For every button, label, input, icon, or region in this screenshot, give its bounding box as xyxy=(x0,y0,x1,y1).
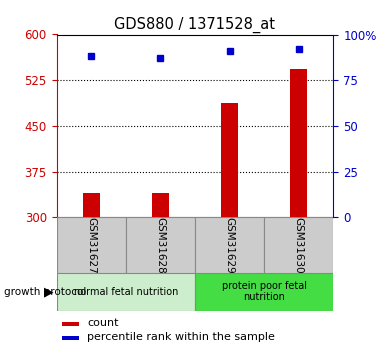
Bar xyxy=(83,193,100,217)
Bar xyxy=(264,217,333,273)
Text: GSM31630: GSM31630 xyxy=(294,217,304,273)
Bar xyxy=(57,273,195,310)
Text: GSM31629: GSM31629 xyxy=(225,217,235,273)
Title: GDS880 / 1371528_at: GDS880 / 1371528_at xyxy=(115,17,275,33)
Bar xyxy=(221,104,238,217)
Text: protein poor fetal
nutrition: protein poor fetal nutrition xyxy=(222,281,307,302)
Text: ▶: ▶ xyxy=(44,285,53,298)
Text: GSM31628: GSM31628 xyxy=(155,217,165,273)
Bar xyxy=(62,322,79,326)
Text: percentile rank within the sample: percentile rank within the sample xyxy=(87,332,275,342)
Text: count: count xyxy=(87,318,119,328)
Bar xyxy=(152,193,169,217)
Bar xyxy=(57,217,126,273)
Bar xyxy=(195,217,264,273)
Bar xyxy=(195,273,333,310)
Bar xyxy=(62,336,79,340)
Bar xyxy=(290,69,307,217)
Text: GSM31627: GSM31627 xyxy=(86,217,96,273)
Text: normal fetal nutrition: normal fetal nutrition xyxy=(74,287,178,296)
Text: growth protocol: growth protocol xyxy=(4,287,86,296)
Bar xyxy=(126,217,195,273)
